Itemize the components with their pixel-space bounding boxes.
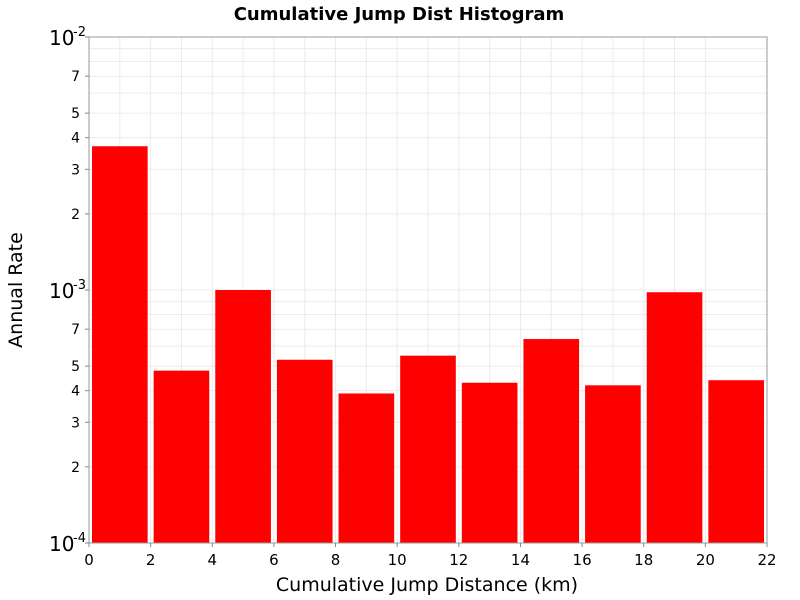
- histogram-bar: [92, 146, 148, 543]
- x-tick-label: 22: [757, 551, 776, 569]
- y-tick-label-major: 10-3: [49, 278, 86, 303]
- histogram-bar: [153, 370, 210, 543]
- x-tick-label: 20: [696, 551, 715, 569]
- y-tick-label: 7: [71, 69, 80, 85]
- y-tick-label: 7: [71, 322, 80, 338]
- y-tick-label-major: 10-4: [49, 531, 86, 556]
- x-tick-label: 12: [449, 551, 468, 569]
- x-tick-label: 6: [269, 551, 279, 569]
- x-tick-label: 16: [573, 551, 592, 569]
- y-tick-label: 4: [71, 131, 80, 147]
- x-tick-label: 2: [146, 551, 156, 569]
- histogram-bar: [338, 393, 395, 543]
- x-tick-label: 0: [84, 551, 94, 569]
- y-tick-label: 2: [71, 207, 80, 223]
- y-tick-label: 3: [71, 415, 80, 431]
- y-tick-label: 4: [71, 384, 80, 400]
- y-tick-label-base: 10: [49, 279, 74, 303]
- histogram-bar: [708, 380, 764, 543]
- x-tick-label: 10: [388, 551, 407, 569]
- x-axis-label: Cumulative Jump Distance (km): [276, 574, 578, 596]
- y-tick-label: 2: [71, 460, 80, 476]
- histogram-bar: [215, 290, 271, 543]
- y-tick-label-exponent: -4: [73, 531, 86, 546]
- y-axis-label: Annual Rate: [5, 232, 27, 348]
- x-tick-label: 14: [511, 551, 530, 569]
- x-axis-ticks: 0 2 4 6 8 10 12 14 16 18 20 22: [84, 543, 777, 569]
- y-tick-label-exponent: -3: [73, 278, 86, 293]
- histogram-bar: [461, 382, 518, 543]
- y-tick-label: 3: [71, 162, 80, 178]
- chart-title: Cumulative Jump Dist Histogram: [234, 4, 565, 25]
- y-tick-label-major: 10-2: [49, 25, 86, 50]
- y-tick-label-base: 10: [49, 26, 74, 50]
- histogram-bar: [646, 292, 703, 543]
- histogram-bar: [276, 359, 333, 543]
- histogram-bar: [400, 355, 456, 543]
- x-tick-label: 18: [634, 551, 653, 569]
- histogram-bar: [585, 385, 641, 543]
- y-tick-label-exponent: -2: [73, 25, 86, 40]
- x-tick-label: 4: [207, 551, 217, 569]
- bars: [92, 146, 764, 543]
- y-tick-label: 5: [71, 359, 80, 375]
- histogram-bar: [523, 339, 580, 543]
- y-tick-label: 5: [71, 106, 80, 122]
- x-tick-label: 8: [331, 551, 341, 569]
- y-tick-label-base: 10: [49, 532, 74, 556]
